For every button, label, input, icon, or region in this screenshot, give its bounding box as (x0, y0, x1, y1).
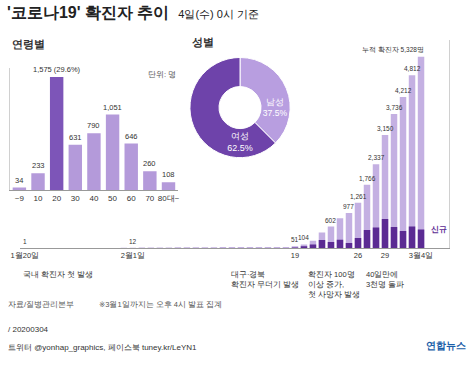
svg-text:확진자 100명이상 증가,첫 사망자 발생: 확진자 100명이상 증가,첫 사망자 발생 (308, 270, 360, 299)
svg-text:3,736: 3,736 (386, 104, 403, 111)
svg-text:50: 50 (108, 194, 117, 203)
svg-text:신규: 신규 (431, 225, 447, 234)
svg-text:국내 확진자 첫 발생: 국내 확진자 첫 발생 (23, 270, 93, 279)
svg-text:40일만에3천명 돌파: 40일만에3천명 돌파 (366, 270, 404, 289)
svg-text:12: 12 (129, 238, 137, 245)
svg-text:1: 1 (23, 238, 27, 245)
svg-text:790: 790 (87, 121, 100, 130)
svg-text:성별: 성별 (192, 36, 214, 48)
svg-text:26: 26 (354, 251, 362, 260)
svg-text:19: 19 (291, 251, 299, 260)
svg-text:233: 233 (32, 161, 45, 170)
svg-text:연령별: 연령별 (12, 38, 45, 50)
svg-text:~9: ~9 (15, 194, 25, 203)
svg-text:/ 20200304: / 20200304 (8, 325, 49, 334)
svg-text:3월4일: 3월4일 (409, 251, 433, 260)
svg-text:646: 646 (125, 132, 138, 141)
svg-text:20: 20 (52, 194, 61, 203)
svg-text:※3월1일까지는 오후 4시 발표 집계: ※3월1일까지는 오후 4시 발표 집계 (99, 300, 222, 309)
svg-text:977: 977 (343, 203, 354, 210)
svg-text:602: 602 (325, 217, 336, 224)
svg-text:260: 260 (143, 159, 156, 168)
svg-text:'코로나19' 확진자 추이 4일(수) 0시 기준: '코로나19' 확진자 추이 4일(수) 0시 기준 (7, 4, 259, 21)
svg-text:누적 확진자 5,328명: 누적 확진자 5,328명 (362, 46, 424, 54)
svg-text:1월20일: 1월20일 (11, 251, 40, 260)
svg-text:여성62.5%: 여성62.5% (227, 131, 253, 153)
svg-text:트위터 @yonhap_graphics, 페이스북 tun: 트위터 @yonhap_graphics, 페이스북 tuney.kr/LeYN… (8, 343, 197, 352)
svg-text:108: 108 (162, 170, 175, 179)
svg-text:2월1일: 2월1일 (121, 251, 145, 260)
svg-text:남성37.5%: 남성37.5% (263, 97, 288, 118)
svg-text:1,051: 1,051 (103, 103, 122, 112)
svg-text:자료/질병관리본부: 자료/질병관리본부 (8, 300, 74, 309)
svg-text:60: 60 (127, 194, 136, 203)
svg-text:34: 34 (15, 176, 23, 185)
svg-text:1,766: 1,766 (359, 175, 376, 182)
svg-text:3,150: 3,150 (377, 125, 394, 132)
svg-text:1,575 (29.6%): 1,575 (29.6%) (33, 65, 81, 74)
svg-text:4,812: 4,812 (404, 65, 421, 72)
svg-text:4,212: 4,212 (395, 87, 412, 94)
svg-text:대구·경북확진자 무더기 발생: 대구·경북확진자 무더기 발생 (231, 270, 299, 289)
svg-text:30: 30 (71, 194, 80, 203)
svg-text:10: 10 (34, 194, 43, 203)
svg-text:단위: 명: 단위: 명 (148, 70, 176, 79)
svg-text:1,261: 1,261 (350, 193, 367, 200)
svg-text:연합뉴스: 연합뉴스 (426, 340, 466, 351)
svg-text:80대~: 80대~ (158, 194, 180, 203)
svg-text:631: 631 (69, 133, 82, 142)
svg-text:51: 51 (291, 236, 299, 243)
svg-text:104: 104 (298, 234, 309, 241)
svg-text:29: 29 (381, 251, 389, 260)
svg-text:2,337: 2,337 (368, 154, 385, 161)
svg-text:40: 40 (89, 194, 98, 203)
svg-text:70: 70 (145, 194, 154, 203)
